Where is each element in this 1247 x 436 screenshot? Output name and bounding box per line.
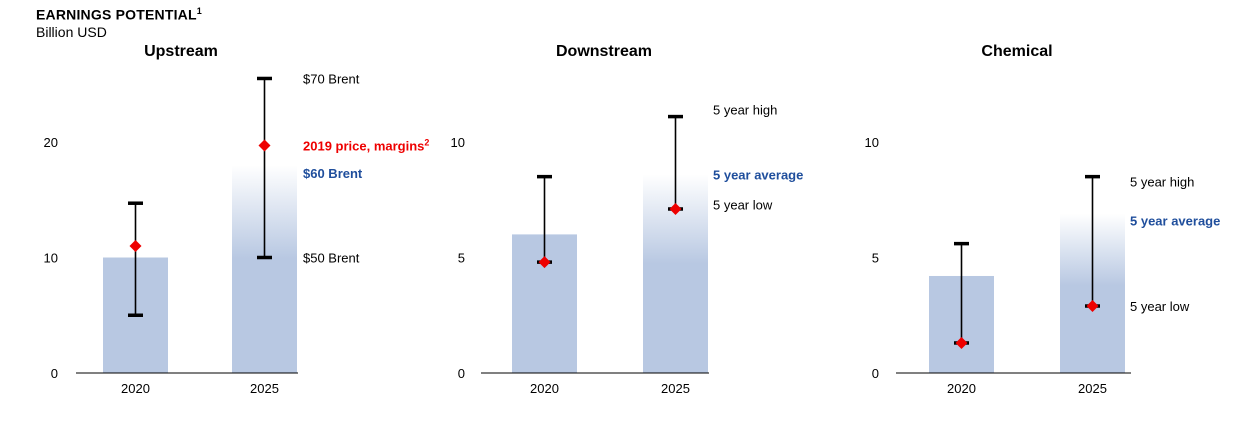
upstream-title: Upstream — [144, 43, 218, 60]
y-tick-label: 0 — [51, 366, 58, 381]
y-tick-label: 20 — [44, 135, 58, 150]
y-tick-label: 10 — [44, 251, 58, 266]
x-tick-label: 2020 — [947, 381, 976, 396]
marker-diamond — [1086, 300, 1099, 313]
annotation-label: 5 year average — [1130, 214, 1220, 229]
downstream-panel: Downstream 0 5 10 2020 2025 5 year high 5 year … — [451, 43, 804, 396]
annotation-label: $50 Brent — [303, 251, 360, 266]
x-tick-label: 2025 — [1078, 381, 1107, 396]
footnote-mark: 1 — [196, 6, 202, 16]
unit-label: Billion USD — [36, 23, 107, 40]
marker-diamond — [669, 202, 682, 215]
annotation-label: 5 year average — [713, 167, 803, 182]
x-tick-label: 2025 — [250, 381, 279, 396]
chart-header: EARNINGS POTENTIAL1 Billion USD — [36, 6, 202, 40]
downstream-title: Downstream — [556, 43, 652, 60]
marker-diamond — [955, 336, 968, 349]
annotation-label: $70 Brent — [303, 71, 360, 86]
x-tick-label: 2025 — [661, 381, 690, 396]
annotation-label: $60 Brent — [303, 166, 363, 181]
y-tick-label: 0 — [458, 366, 465, 381]
y-tick-label: 10 — [865, 135, 879, 150]
chart-main-title-text: EARNINGS POTENTIAL — [36, 6, 197, 23]
chemical-title: Chemical — [981, 43, 1052, 60]
y-tick-label: 0 — [872, 366, 879, 381]
x-tick-label: 2020 — [121, 381, 150, 396]
chart-main-title: EARNINGS POTENTIAL1 — [36, 6, 202, 23]
marker-diamond — [258, 139, 271, 152]
annotation-label: 5 year high — [713, 103, 777, 118]
y-tick-label: 5 — [458, 251, 465, 266]
x-tick-label: 2020 — [530, 381, 559, 396]
annotation-label: 5 year low — [713, 197, 773, 212]
marker-diamond — [129, 239, 142, 252]
y-tick-label: 5 — [872, 251, 879, 266]
annotation-label: 5 year low — [1130, 299, 1190, 314]
marker-diamond — [538, 256, 551, 269]
y-tick-label: 10 — [451, 135, 465, 150]
annotation-label: 2019 price, margins2 — [303, 137, 429, 153]
annotation-label: 5 year high — [1130, 174, 1194, 189]
chemical-panel: Chemical 0 5 10 2020 2025 5 year high 5 year av… — [865, 43, 1221, 396]
